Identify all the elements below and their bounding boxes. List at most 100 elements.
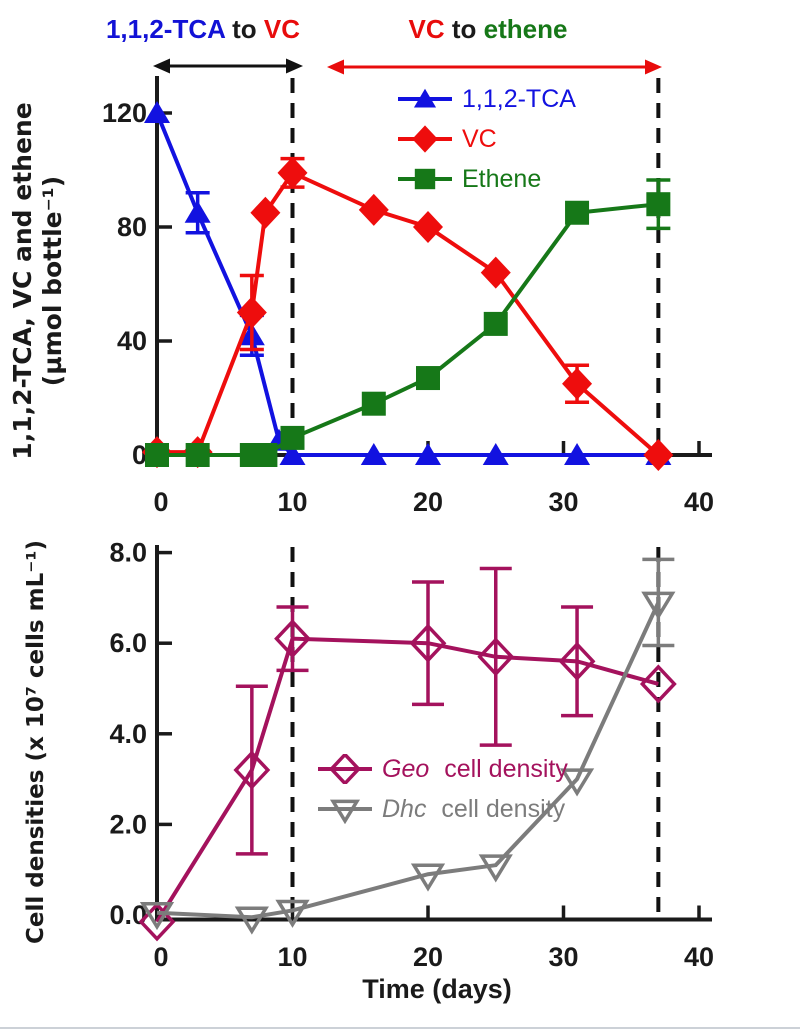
marker-square	[414, 168, 436, 190]
series-line	[157, 170, 660, 457]
marker-diamond	[236, 296, 267, 329]
x-tick-label: 20	[413, 942, 443, 972]
x-tick-label: 20	[413, 487, 443, 517]
label-segment: VC	[263, 14, 301, 44]
marker-square	[253, 443, 278, 467]
phase1-label: 1,1,2-TCA to VC	[78, 14, 328, 45]
arrowhead-right	[645, 59, 662, 75]
y-tick-label: 6.0	[109, 628, 147, 658]
marker-triangle	[413, 88, 437, 108]
series-ethene	[145, 178, 671, 467]
marker-diamond	[358, 193, 389, 226]
legend-label: cell density	[434, 794, 566, 823]
series-line	[157, 202, 659, 457]
arrowhead-right	[286, 58, 303, 74]
y-tick-label: 2.0	[109, 809, 147, 839]
phase2-label: VC to ethene	[363, 14, 613, 45]
bottom-legend: Geo cell density Dhc cell density	[316, 754, 568, 824]
marker-square	[185, 443, 210, 467]
marker-triangle-down-open	[410, 863, 446, 892]
label-segment: to	[444, 14, 484, 44]
marker-triangle	[144, 101, 170, 123]
marker-diamond	[643, 439, 674, 471]
legend-label-italic: Dhc	[382, 794, 427, 823]
arrowhead-left	[153, 58, 170, 74]
marker-triangle-down-open	[329, 799, 361, 824]
legend-item: Geo cell density	[316, 754, 568, 784]
legend-label: Ethene	[462, 164, 542, 193]
marker-diamond	[413, 211, 443, 243]
series-line	[155, 112, 659, 457]
marker-diamond-open	[138, 902, 176, 942]
marker-diamond	[562, 367, 593, 400]
x-tick-label: 10	[277, 487, 307, 517]
legend-item: Ethene	[396, 164, 576, 194]
x-tick-label: 30	[548, 942, 578, 972]
legend-label-italic: Geo	[382, 754, 430, 783]
marker-triangle-down-open	[478, 854, 513, 883]
x-axis-label: Time (days)	[362, 974, 512, 1004]
marker-diamond	[412, 125, 438, 153]
legend-label: VC	[462, 124, 497, 153]
marker-diamond	[277, 156, 308, 189]
marker-triangle-down-open	[139, 901, 175, 931]
phase2-arrow	[327, 59, 662, 75]
y-tick-label: 120	[102, 98, 147, 128]
marker-diamond-open	[639, 664, 677, 704]
series-line	[156, 601, 661, 920]
marker-triangle-down-open	[559, 768, 595, 797]
series-geo-cell-density	[138, 566, 677, 942]
marker-diamond	[250, 196, 281, 229]
marker-diamond	[480, 256, 511, 289]
label-segment: 1,1,2-TCA	[105, 14, 225, 44]
x-tick-label: 40	[684, 487, 714, 517]
y-tick-label: 0.0	[109, 900, 147, 930]
label-segment: ethene	[483, 14, 568, 44]
x-tick-label: 10	[277, 942, 307, 972]
marker-triangle-down-open	[641, 591, 676, 620]
legend-marker	[318, 799, 372, 824]
top-y-axis-label-line2: (µmol bottle⁻¹)	[38, 175, 67, 387]
marker-square	[483, 311, 508, 336]
y-tick-label: 80	[117, 212, 147, 242]
marker-diamond-open	[233, 750, 271, 790]
legend-label: cell density	[437, 754, 568, 783]
legend-item: 1,1,2-TCA	[396, 84, 576, 114]
legend-marker	[398, 125, 452, 153]
marker-square	[361, 391, 386, 416]
marker-triangle	[564, 443, 591, 465]
marker-square	[646, 192, 671, 217]
top-y-axis-label-line1: 1,1,2-TCA, VC and ethene	[8, 102, 37, 460]
y-tick-label: 4.0	[109, 719, 147, 749]
marker-triangle	[184, 200, 211, 223]
legend-marker	[398, 88, 452, 108]
marker-diamond-open	[274, 619, 311, 659]
top-y-axis-label: 1,1,2-TCA, VC and ethene (µmol bottle⁻¹)	[8, 61, 68, 501]
marker-square	[565, 200, 590, 225]
marker-triangle	[360, 443, 387, 465]
top-legend: 1,1,2-TCA VC Ethene	[396, 84, 576, 194]
x-tick-label: 40	[684, 942, 714, 972]
marker-triangle-down-open	[234, 906, 269, 935]
x-tick-label: 30	[548, 487, 578, 517]
y-tick-label: 40	[117, 326, 147, 356]
legend-marker	[398, 168, 452, 190]
y-tick-label: 0	[132, 440, 147, 470]
label-segment: VC	[408, 14, 445, 44]
legend-item: Dhc cell density	[316, 794, 568, 824]
legend-item: VC	[396, 124, 576, 154]
marker-diamond-open	[328, 754, 362, 784]
legend-label: 1,1,2-TCA	[462, 84, 576, 113]
marker-square	[145, 443, 169, 467]
phase1-arrow	[153, 58, 303, 74]
x-tick-label: 0	[153, 487, 168, 517]
chart-bottom: 0 10 20 30 40 0.0 2.0 4.0 6.0 8.0	[109, 538, 714, 972]
chart-top: 0 10 20 30 40 0 40 80 120	[102, 76, 714, 517]
marker-triangle	[482, 443, 509, 465]
label-segment: to	[224, 14, 264, 44]
marker-square	[416, 366, 440, 391]
x-tick-label: 0	[153, 942, 168, 972]
y-tick-label: 8.0	[109, 538, 147, 568]
